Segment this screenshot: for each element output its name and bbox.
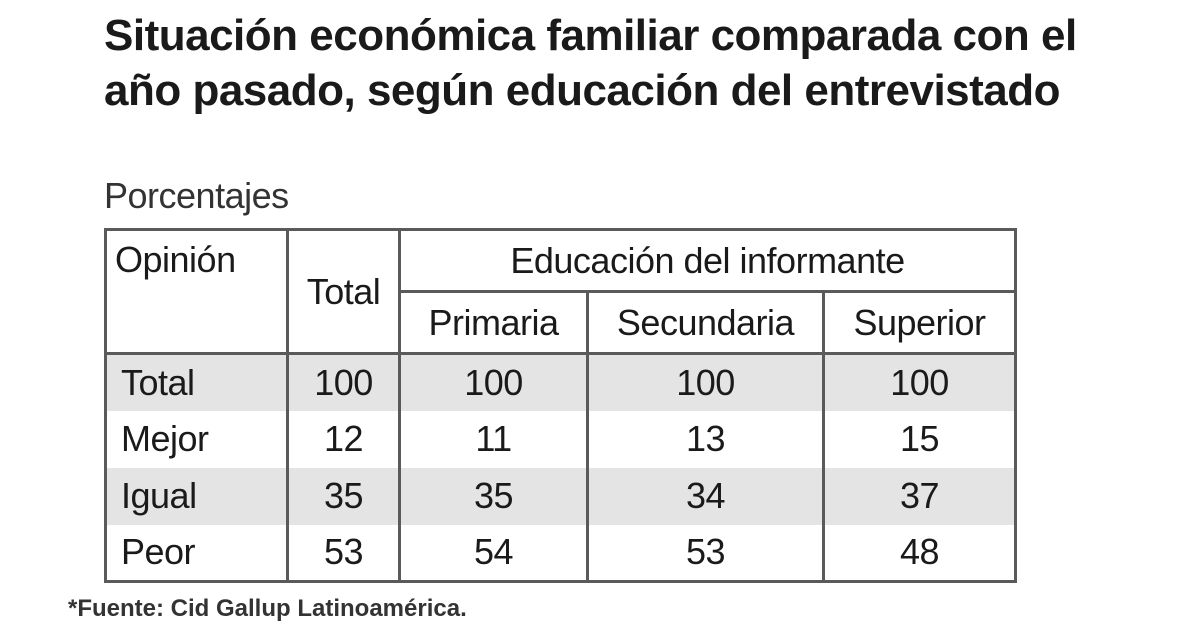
cell-total: 53: [286, 524, 401, 583]
cell-primaria: 11: [398, 410, 589, 468]
cell-primaria: 100: [398, 352, 589, 411]
header-education-group: Educación del informante: [398, 228, 1017, 293]
cell-secundaria: 100: [586, 352, 825, 411]
cell-superior: 100: [822, 352, 1017, 411]
cell-total: 35: [286, 467, 401, 525]
cell-superior: 48: [822, 524, 1017, 583]
cell-superior: 37: [822, 467, 1017, 525]
header-primaria: Primaria: [398, 290, 589, 355]
cell-secundaria: 13: [586, 410, 825, 468]
chart-title: Situación económica familiar comparada c…: [104, 11, 1077, 115]
chart-subtitle: Porcentajes: [104, 175, 289, 216]
row-label: Peor: [104, 524, 289, 583]
source-note: *Fuente: Cid Gallup Latinoamérica.: [68, 595, 467, 622]
row-label: Mejor: [104, 410, 289, 468]
data-table-container: Opinión Total Educación del informante P…: [104, 228, 1017, 584]
cell-total: 100: [286, 352, 401, 411]
header-total: Total: [286, 228, 401, 355]
table-row: Total 100 100 100 100: [104, 352, 1017, 411]
table-row: Mejor 12 11 13 15: [104, 410, 1017, 468]
cell-superior: 15: [822, 410, 1017, 468]
cell-secundaria: 34: [586, 467, 825, 525]
cell-primaria: 54: [398, 524, 589, 583]
row-label: Igual: [104, 467, 289, 525]
header-superior: Superior: [822, 290, 1017, 355]
data-table: Opinión Total Educación del informante P…: [104, 228, 1017, 583]
cell-total: 12: [286, 410, 401, 468]
header-secundaria: Secundaria: [586, 290, 825, 355]
table-body: Total 100 100 100 100 Mejor 12 11 13 15 …: [104, 352, 1017, 583]
table-row: Peor 53 54 53 48: [104, 524, 1017, 583]
cell-secundaria: 53: [586, 524, 825, 583]
header-opinion: Opinión: [104, 228, 289, 355]
table-header: Opinión Total Educación del informante P…: [104, 228, 1017, 355]
cell-primaria: 35: [398, 467, 589, 525]
row-label: Total: [104, 352, 289, 411]
table-row: Igual 35 35 34 37: [104, 467, 1017, 525]
